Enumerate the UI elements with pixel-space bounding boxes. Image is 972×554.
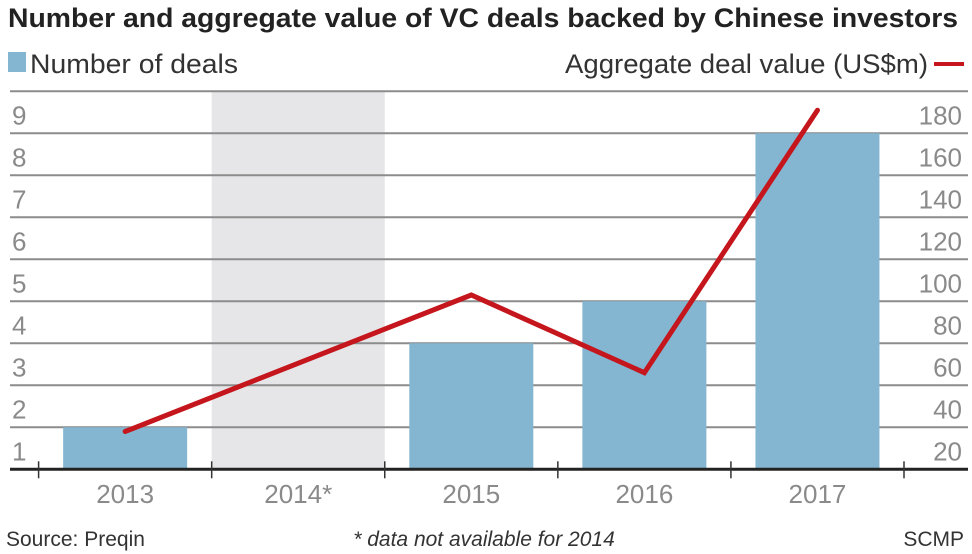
- bar-2017: [755, 133, 880, 470]
- left-tick-label: 8: [12, 142, 26, 172]
- legend: Number of deals Aggregate deal value (US…: [8, 49, 964, 79]
- right-tick-label: 20: [933, 436, 962, 466]
- right-tick-label: 120: [919, 226, 962, 256]
- footnote-text: * data not available for 2014: [353, 528, 615, 551]
- bar-2016: [582, 301, 707, 470]
- left-tick-label: 1: [12, 436, 26, 466]
- left-tick-label: 6: [12, 226, 26, 256]
- right-tick-label: 180: [919, 100, 962, 130]
- right-tick-label: 160: [919, 142, 962, 172]
- right-tick-label: 80: [933, 310, 962, 340]
- credit-text: SCMP: [903, 528, 964, 551]
- x-tick-label: 2014*: [264, 479, 332, 509]
- x-tick-label: 2013: [96, 479, 154, 509]
- right-tick-label: 40: [933, 394, 962, 424]
- right-tick-label: 100: [919, 268, 962, 298]
- left-tick-label: 5: [12, 268, 26, 298]
- left-tick-label: 3: [12, 352, 26, 382]
- chart-title: Number and aggregate value of VC deals b…: [8, 3, 958, 33]
- legend-bar-swatch: [8, 52, 26, 72]
- shaded-category-band: [211, 91, 385, 470]
- left-tick-label: 7: [12, 184, 26, 214]
- bar-2013: [63, 427, 188, 470]
- left-tick-label: 2: [12, 394, 26, 424]
- left-tick-label: 4: [12, 310, 26, 340]
- x-tick-label: 2016: [615, 479, 673, 509]
- source-text: Source: Preqin: [6, 528, 145, 551]
- x-tick-label: 2015: [442, 479, 500, 509]
- legend-line-label: Aggregate deal value (US$m): [565, 49, 928, 79]
- left-tick-label: 9: [12, 100, 26, 130]
- legend-bar-label: Number of deals: [30, 49, 238, 79]
- x-tick-label: 2017: [789, 479, 847, 509]
- right-tick-label: 60: [933, 352, 962, 382]
- footer: Source: Preqin * data not available for …: [6, 528, 964, 551]
- bar-2015: [409, 343, 534, 470]
- value-line: [122, 107, 820, 434]
- right-tick-label: 140: [919, 184, 962, 214]
